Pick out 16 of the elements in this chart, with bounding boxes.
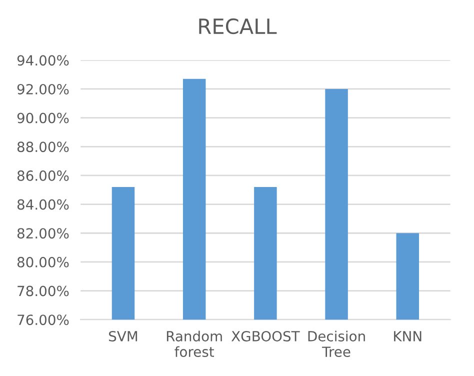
x-tick-label: XGBOOST (231, 330, 300, 342)
x-tick-label: KNN (394, 331, 422, 342)
y-tick-label: 84.00% (17, 199, 69, 210)
y-tick-label: 90.00% (17, 112, 69, 124)
x-tick-label: SVM (109, 330, 138, 342)
y-tick-label: 94.00% (17, 55, 69, 66)
y-tick-label: 82.00% (17, 228, 69, 239)
y-tick-label: 80.00% (17, 256, 69, 268)
y-tick-label: 76.00% (18, 314, 69, 326)
y-tick-label: 88.00% (17, 142, 69, 152)
y-tick-label: 86.00% (17, 170, 69, 181)
x-tick-label: Decision Tree (308, 330, 365, 358)
y-tick-label: 78.00% (18, 286, 69, 296)
chart-title: RECALL (199, 18, 277, 34)
x-tick-label: Random forest (166, 330, 222, 358)
y-tick-label: 92.00% (17, 84, 69, 94)
